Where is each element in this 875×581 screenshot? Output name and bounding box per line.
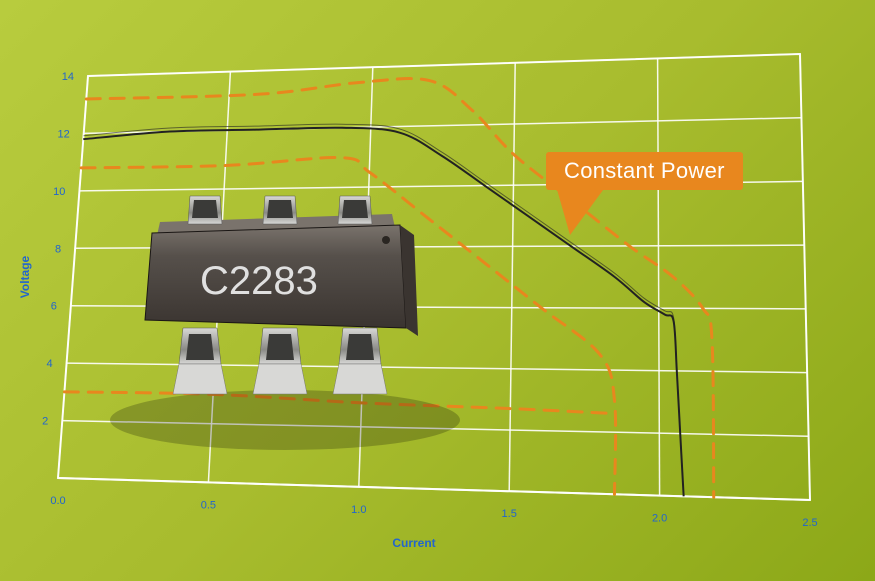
y-axis-label: Voltage	[18, 255, 32, 298]
svg-text:4: 4	[46, 358, 52, 370]
svg-text:12: 12	[57, 128, 69, 140]
chart-svg: 2 4 6 8 10 12 14 0.0 0.5 1.0 1.5 2.0 2.5 Voltage Curre…	[0, 0, 875, 581]
svg-text:0.5: 0.5	[201, 499, 216, 511]
svg-text:1.0: 1.0	[351, 504, 366, 516]
annotation-callout: Constant Power	[546, 152, 743, 190]
annotation-tail	[556, 186, 606, 235]
svg-text:8: 8	[55, 243, 61, 255]
svg-text:1.5: 1.5	[502, 508, 517, 520]
chip-pin	[333, 328, 387, 394]
x-axis-label: Current	[392, 536, 435, 550]
chip-pin	[253, 328, 307, 394]
chip-pin	[173, 328, 227, 394]
chip-pin	[263, 196, 297, 224]
svg-text:6: 6	[51, 301, 57, 313]
svg-text:10: 10	[53, 186, 65, 198]
svg-text:2: 2	[42, 416, 48, 428]
svg-text:2.5: 2.5	[802, 517, 817, 529]
chip-pin	[188, 196, 222, 224]
svg-text:2.0: 2.0	[652, 513, 667, 525]
chip-label: C2283	[200, 259, 318, 303]
scene: 2 4 6 8 10 12 14 0.0 0.5 1.0 1.5 2.0 2.5 Voltage Curre…	[0, 0, 875, 581]
svg-text:14: 14	[62, 71, 74, 83]
chip-pin	[338, 196, 372, 224]
chip-ic: C2283	[110, 196, 460, 450]
svg-text:0.0: 0.0	[50, 495, 65, 507]
